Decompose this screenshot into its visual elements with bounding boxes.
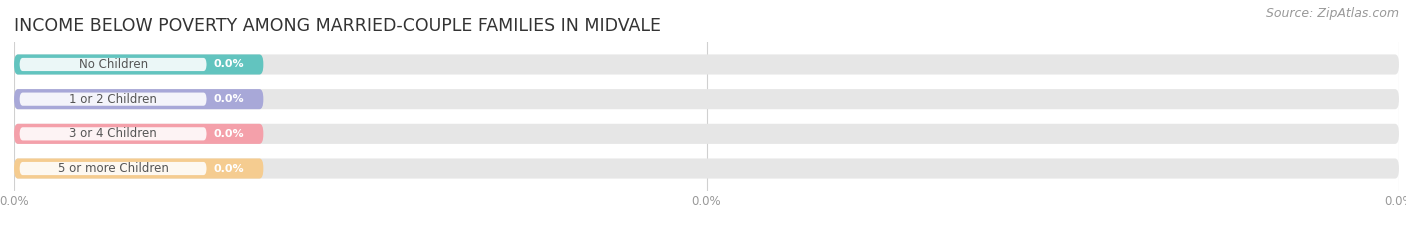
Text: 0.0%: 0.0%: [214, 129, 245, 139]
Text: No Children: No Children: [79, 58, 148, 71]
FancyBboxPatch shape: [14, 55, 1399, 75]
Text: 5 or more Children: 5 or more Children: [58, 162, 169, 175]
Text: Source: ZipAtlas.com: Source: ZipAtlas.com: [1265, 7, 1399, 20]
Text: 1 or 2 Children: 1 or 2 Children: [69, 93, 157, 106]
FancyBboxPatch shape: [20, 93, 207, 106]
Text: 0.0%: 0.0%: [214, 59, 245, 69]
Text: 0.0%: 0.0%: [214, 94, 245, 104]
Text: 3 or 4 Children: 3 or 4 Children: [69, 127, 157, 140]
FancyBboxPatch shape: [14, 55, 263, 75]
FancyBboxPatch shape: [14, 124, 1399, 144]
FancyBboxPatch shape: [14, 158, 263, 178]
FancyBboxPatch shape: [14, 158, 1399, 178]
FancyBboxPatch shape: [14, 89, 1399, 109]
FancyBboxPatch shape: [20, 162, 207, 175]
Text: 0.0%: 0.0%: [214, 164, 245, 174]
FancyBboxPatch shape: [20, 127, 207, 140]
Text: INCOME BELOW POVERTY AMONG MARRIED-COUPLE FAMILIES IN MIDVALE: INCOME BELOW POVERTY AMONG MARRIED-COUPL…: [14, 17, 661, 35]
FancyBboxPatch shape: [14, 89, 263, 109]
FancyBboxPatch shape: [20, 58, 207, 71]
FancyBboxPatch shape: [14, 124, 263, 144]
